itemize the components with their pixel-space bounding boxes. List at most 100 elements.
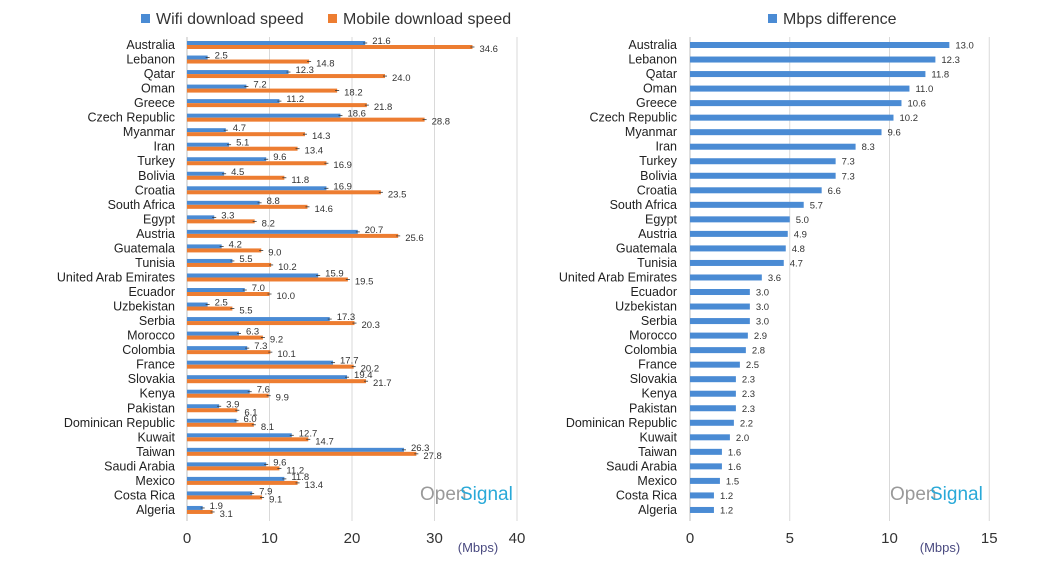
data-label-difference: 3.6	[768, 273, 781, 284]
x-axis-unit: (Mbps)	[920, 540, 960, 555]
data-label-wifi: 26.3	[411, 443, 430, 454]
category-label: Uzbekistan	[615, 300, 677, 314]
data-label-mobile: 9.0	[268, 247, 281, 258]
data-label-difference: 1.2	[720, 491, 733, 502]
data-label-difference: 4.7	[790, 258, 803, 269]
data-label-wifi: 12.7	[299, 428, 318, 439]
bar-mobile	[187, 190, 381, 195]
data-label-mobile: 6.1	[244, 407, 257, 418]
bar-mobile	[187, 175, 285, 180]
category-label: Austria	[638, 227, 677, 241]
data-label-difference: 3.0	[756, 317, 769, 328]
data-label-wifi: 19.4	[354, 370, 373, 381]
data-label-mobile: 34.6	[479, 44, 498, 55]
bar-wifi	[187, 331, 239, 336]
data-label-wifi: 5.1	[236, 138, 249, 149]
bar-mobile	[187, 393, 269, 398]
legend-label-difference: Mbps difference	[783, 11, 897, 28]
watermark-signal: Signal	[460, 484, 513, 505]
bar-mobile	[187, 103, 367, 108]
data-label-mobile: 14.6	[314, 204, 333, 215]
category-label: Greece	[636, 96, 677, 110]
category-label: Ecuador	[630, 285, 677, 299]
bar-difference	[690, 419, 734, 426]
category-label: Greece	[134, 96, 175, 110]
data-label-difference: 2.0	[736, 433, 749, 444]
x-tick-label: 10	[881, 530, 898, 547]
data-label-difference: 2.3	[742, 389, 755, 400]
bar-wifi	[187, 70, 289, 75]
bar-difference	[690, 492, 714, 499]
data-label-mobile: 13.4	[305, 480, 324, 491]
data-label-wifi: 7.3	[254, 341, 267, 352]
bar-difference	[690, 100, 902, 107]
bar-wifi	[187, 462, 267, 467]
category-label: Turkey	[137, 154, 175, 168]
bar-mobile	[187, 480, 298, 485]
bar-wifi	[187, 84, 247, 89]
bar-difference	[690, 56, 936, 63]
data-label-wifi: 3.3	[221, 210, 234, 221]
legend-label-mobile: Mobile download speed	[343, 11, 511, 28]
data-label-difference: 10.6	[907, 99, 926, 110]
bar-difference	[690, 289, 750, 296]
data-label-wifi: 17.7	[340, 356, 359, 367]
data-label-difference: 1.2	[720, 505, 733, 516]
bar-difference	[690, 318, 750, 325]
bar-difference	[690, 158, 836, 165]
data-label-wifi: 1.9	[210, 501, 223, 512]
category-label: Myanmar	[625, 125, 677, 139]
data-label-difference: 2.8	[752, 346, 765, 357]
category-label: Colombia	[122, 343, 175, 357]
legend-swatch-mobile	[328, 14, 337, 23]
category-label: Oman	[643, 82, 677, 96]
bar-mobile	[187, 466, 280, 471]
data-label-difference: 6.6	[828, 186, 841, 197]
bar-mobile	[187, 219, 255, 224]
data-label-wifi: 7.2	[253, 80, 266, 91]
category-label: Croatia	[135, 183, 175, 197]
x-tick-label: 20	[344, 530, 361, 547]
data-label-difference: 2.3	[742, 375, 755, 386]
bar-mobile	[187, 422, 254, 427]
bar-mobile	[187, 306, 233, 311]
x-tick-label: 15	[981, 530, 998, 547]
category-label: Myanmar	[123, 125, 175, 139]
bar-mobile	[187, 335, 263, 340]
bar-mobile	[187, 146, 298, 151]
category-label: South Africa	[108, 198, 175, 212]
category-label: Taiwan	[136, 445, 175, 459]
speed-difference-chart: 0 5 10 15 (Mbps) Mbps difference Australia 13.0…	[559, 11, 998, 555]
bar-wifi	[187, 142, 230, 147]
data-label-mobile: 21.8	[374, 102, 393, 113]
category-label: Colombia	[624, 343, 677, 357]
bar-wifi	[187, 171, 225, 176]
data-label-mobile: 13.4	[305, 146, 324, 157]
bar-wifi	[187, 157, 267, 162]
data-label-wifi: 8.8	[267, 196, 280, 207]
category-label: Serbia	[641, 314, 677, 328]
bar-mobile	[187, 292, 270, 297]
data-label-mobile: 23.5	[388, 189, 407, 200]
data-label-mobile: 20.2	[361, 364, 380, 375]
category-label: Egypt	[143, 212, 175, 226]
x-axis-unit: (Mbps)	[458, 540, 498, 555]
data-label-mobile: 11.2	[286, 465, 304, 476]
category-label: Costa Rica	[616, 488, 677, 502]
data-label-mobile: 16.9	[333, 160, 352, 171]
bar-difference	[690, 85, 910, 92]
bar-mobile	[187, 161, 327, 166]
bar-wifi	[187, 113, 341, 118]
bar-difference	[690, 71, 926, 78]
data-label-mobile: 3.1	[220, 509, 233, 520]
x-tick-label: 5	[786, 530, 794, 547]
data-label-wifi: 20.7	[365, 225, 384, 236]
data-label-mobile: 18.2	[344, 88, 363, 99]
bar-difference	[690, 361, 740, 368]
category-label: Algeria	[136, 503, 175, 517]
category-label: Algeria	[638, 503, 677, 517]
speed-comparison-chart: 0 10 20 30 40 (Mbps) Wifi download speed Mobile…	[57, 11, 525, 555]
bar-difference	[690, 274, 762, 281]
bar-wifi	[187, 476, 285, 481]
x-tick-label: 0	[183, 530, 191, 547]
